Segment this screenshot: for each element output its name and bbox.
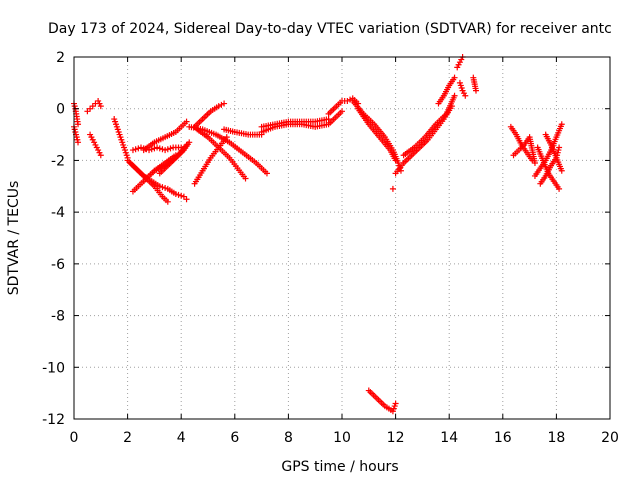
data-point [178, 192, 185, 199]
data-point [558, 121, 565, 128]
data-point [162, 147, 169, 154]
data-point [135, 145, 142, 152]
data-point [129, 147, 136, 154]
x-tick-label: 2 [123, 430, 132, 446]
data-points [71, 54, 565, 415]
data-point [242, 175, 249, 182]
y-tick-label: -8 [51, 309, 65, 325]
x-tick-label: 6 [230, 430, 239, 446]
data-point [263, 170, 270, 177]
data-point [556, 144, 563, 151]
y-tick-label: -4 [51, 205, 65, 221]
x-tick-label: 10 [333, 430, 351, 446]
data-point [183, 196, 190, 203]
data-point [162, 185, 169, 192]
data-point [389, 185, 396, 192]
y-tick-label: -6 [51, 257, 65, 273]
data-point [151, 145, 158, 152]
x-tick-label: 20 [601, 430, 619, 446]
data-point [75, 139, 82, 146]
x-tick-label: 16 [494, 430, 512, 446]
data-point [164, 146, 171, 153]
data-point [97, 152, 104, 159]
data-point [156, 183, 163, 190]
data-point [132, 146, 139, 153]
data-point [183, 118, 190, 125]
x-tick-label: 4 [177, 430, 186, 446]
y-tick-label: 0 [56, 102, 65, 118]
x-axis-label: GPS time / hours [281, 459, 398, 475]
y-tick-label: -10 [42, 360, 65, 376]
data-point [148, 146, 155, 153]
data-point [392, 157, 399, 164]
data-point [531, 160, 538, 167]
data-point [221, 100, 228, 107]
data-point [556, 185, 563, 192]
axis-ticks: 0 2 4 6 8 10 12 14 16 18 20 -12 -10 -8 -6 -4 -2 0 2 [42, 50, 619, 446]
data-point [186, 139, 193, 146]
y-tick-label: 2 [56, 50, 65, 66]
data-point [462, 92, 469, 99]
data-point [175, 191, 182, 198]
x-tick-label: 14 [440, 430, 458, 446]
data-point [473, 87, 479, 94]
data-point [218, 101, 225, 108]
data-point [451, 74, 458, 81]
data-point [154, 144, 161, 151]
y-tick-label: -12 [42, 412, 65, 428]
data-point [156, 145, 163, 152]
data-point [223, 134, 230, 141]
data-point [164, 198, 171, 205]
chart-title: Day 173 of 2024, Sidereal Day-to-day VTE… [48, 21, 612, 37]
x-tick-label: 8 [284, 430, 293, 446]
data-point [159, 184, 166, 191]
data-point [558, 167, 565, 174]
data-point [392, 400, 399, 407]
data-point [325, 116, 332, 123]
data-point [339, 108, 345, 115]
data-point [97, 103, 104, 110]
y-tick-label: -2 [51, 153, 65, 169]
data-point [215, 103, 222, 110]
data-point [451, 92, 458, 99]
x-tick-label: 18 [547, 430, 565, 446]
data-point [344, 97, 351, 104]
x-tick-label: 12 [387, 430, 405, 446]
data-point [172, 191, 179, 198]
data-point [159, 146, 166, 153]
data-point [167, 145, 174, 152]
y-axis-label: SDTVAR / TECUs [6, 181, 22, 296]
data-point [75, 121, 82, 128]
x-tick-label: 0 [70, 430, 79, 446]
